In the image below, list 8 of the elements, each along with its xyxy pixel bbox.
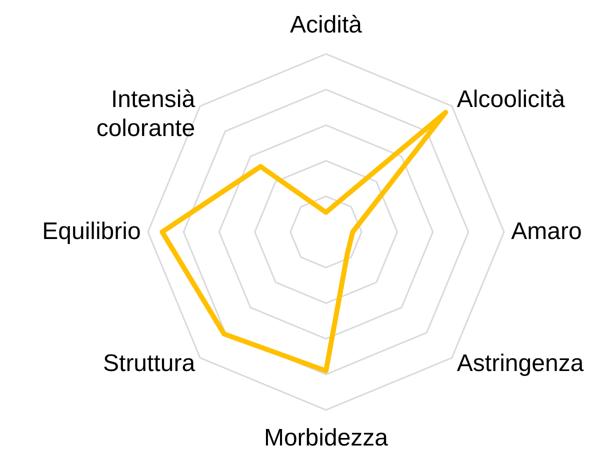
- spoke-label: Equilibrio: [42, 218, 141, 245]
- spoke-label: Astringenza: [456, 350, 584, 378]
- spoke-label: Struttura: [103, 350, 196, 378]
- spoke-label: Acidità: [290, 11, 363, 38]
- spoke-label: Morbidezza: [264, 424, 389, 452]
- spoke-label: Alcoolicità: [456, 86, 566, 113]
- spoke-label: Amaro: [511, 218, 582, 245]
- spoke-label: Intensià colorante: [96, 86, 196, 142]
